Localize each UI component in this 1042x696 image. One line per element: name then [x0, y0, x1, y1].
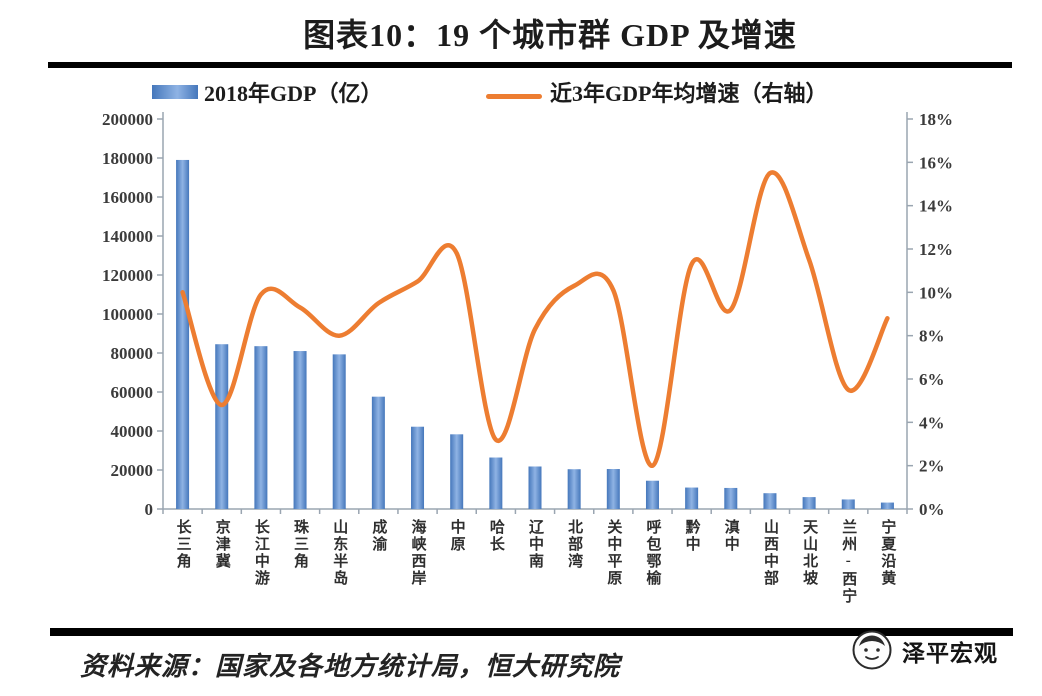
gdp-bar	[685, 487, 699, 509]
left-axis-tick-label: 160000	[102, 188, 153, 207]
right-axis-tick-label: 2%	[919, 457, 945, 476]
gdp-bar	[763, 493, 777, 509]
brand-badge: 泽平宏观	[852, 630, 998, 670]
x-axis-label: 黔中	[683, 519, 700, 553]
legend-line-swatch	[486, 94, 542, 99]
gdp-bar	[411, 426, 425, 509]
gdp-bar	[645, 480, 659, 509]
left-axis-tick-label: 180000	[102, 149, 153, 168]
right-axis-tick-label: 14%	[919, 197, 953, 216]
gdp-bar	[802, 497, 816, 509]
source-note: 资料来源：国家及各地方统计局，恒大研究院	[80, 652, 621, 681]
x-axis-label: 哈长	[487, 519, 504, 553]
gdp-bar	[293, 351, 307, 509]
brand-name: 泽平宏观	[902, 640, 998, 666]
gdp-bar	[567, 469, 581, 509]
gdp-bar	[215, 344, 229, 509]
gdp-bar	[176, 159, 190, 509]
right-axis-tick-label: 12%	[919, 240, 953, 259]
gdp-bar	[606, 469, 620, 509]
legend-bar-swatch	[152, 85, 198, 99]
growth-line	[180, 170, 890, 468]
left-axis-tick-label: 0	[145, 500, 154, 519]
x-axis-label: 滇中	[722, 519, 739, 553]
left-axis-tick-label: 40000	[111, 422, 154, 441]
x-axis-label: 长三角	[174, 519, 191, 570]
right-axis-tick-label: 8%	[919, 327, 945, 346]
legend-bar-label: 2018年GDP（亿）	[204, 81, 383, 106]
gdp-bar	[371, 396, 385, 509]
left-axis-tick-label: 20000	[111, 461, 154, 480]
x-axis-label: 长江中游	[252, 519, 269, 587]
left-axis-tick-label: 120000	[102, 266, 153, 285]
right-axis-tick-label: 16%	[919, 153, 953, 172]
gdp-bar	[724, 487, 738, 509]
footer-divider	[50, 628, 1013, 636]
legend-line-label: 近3年GDP年均增速（右轴）	[550, 81, 828, 106]
gdp-bar	[332, 354, 346, 509]
left-axis-tick-label: 100000	[102, 305, 153, 324]
chart-title: 图表10：19 个城市群 GDP 及增速	[303, 17, 797, 53]
right-axis-tick-label: 18%	[919, 110, 953, 129]
gdp-bar	[528, 466, 542, 509]
gdp-bar	[254, 346, 268, 509]
x-axis-label: 山西中部	[761, 519, 778, 587]
x-axis-label: 关中平原	[605, 519, 622, 587]
title-divider	[48, 62, 1012, 68]
zeping-macro-logo-icon	[852, 630, 892, 670]
x-axis-label: 天山北坡	[801, 519, 818, 587]
gdp-bar	[880, 502, 894, 509]
gdp-bar	[450, 434, 464, 509]
x-axis-label: 京津冀	[213, 519, 230, 570]
left-axis-tick-label: 60000	[111, 383, 154, 402]
x-axis-label: 海峡西岸	[409, 519, 426, 587]
left-axis-tick-label: 200000	[102, 110, 153, 129]
gdp-bar	[489, 457, 503, 509]
x-axis-label: 山东半岛	[331, 519, 348, 587]
right-axis-tick-label: 0%	[919, 500, 945, 519]
x-axis-label: 兰州-西宁	[840, 519, 857, 605]
gdp-bar	[841, 499, 855, 509]
right-axis-tick-label: 4%	[919, 413, 945, 432]
x-axis-label: 珠三角	[292, 519, 309, 570]
right-axis-tick-label: 6%	[919, 370, 945, 389]
x-axis-label: 辽中南	[527, 519, 543, 570]
x-axis-label: 成渝	[370, 519, 387, 553]
x-axis-label: 中原	[448, 519, 465, 553]
left-axis-tick-label: 80000	[111, 344, 154, 363]
x-axis-label: 北部湾	[566, 519, 583, 570]
right-axis-tick-label: 10%	[919, 283, 953, 302]
left-axis-tick-label: 140000	[102, 227, 153, 246]
x-axis-label: 呼包鄂榆	[644, 519, 661, 587]
x-axis-label: 宁夏沿黄	[879, 519, 896, 587]
